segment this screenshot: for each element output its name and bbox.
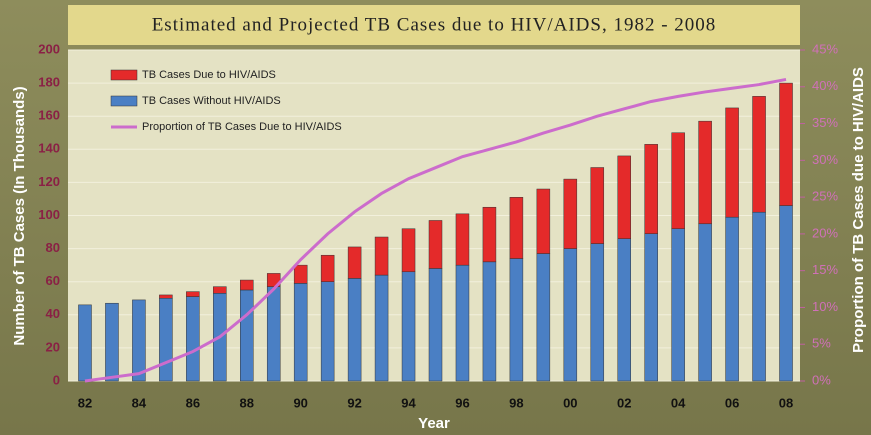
x-tick-label: 00 — [563, 395, 577, 410]
bar — [293, 283, 308, 382]
bar — [725, 107, 739, 218]
bar — [536, 188, 551, 254]
bar — [266, 286, 281, 382]
bar — [617, 155, 631, 239]
legend-label: TB Cases Due to HIV/AIDS — [142, 69, 276, 81]
bar — [752, 211, 766, 382]
x-tick-label: 04 — [671, 395, 686, 410]
bar — [563, 248, 578, 382]
bar — [482, 206, 497, 263]
bar — [186, 296, 200, 382]
x-tick-label: 88 — [240, 395, 254, 410]
y2-tick-label: 20% — [812, 225, 838, 240]
bar — [401, 228, 416, 273]
y-tick-label: 80 — [46, 240, 60, 255]
bar — [482, 261, 497, 382]
bar — [428, 220, 443, 269]
y-tick-label: 160 — [38, 108, 60, 123]
y2-tick-label: 10% — [812, 299, 838, 314]
x-tick-label: 82 — [78, 395, 92, 410]
bar — [374, 236, 389, 276]
x-tick-label: 92 — [347, 395, 361, 410]
bar — [671, 228, 685, 382]
bar — [159, 298, 173, 382]
y-axis-title: Number of TB Cases (In Thousands) — [11, 86, 28, 345]
x-tick-label: 06 — [725, 395, 739, 410]
y2-tick-label: 15% — [812, 262, 838, 277]
bar — [779, 205, 793, 382]
legend-label: Proportion of TB Cases Due to HIV/AIDS — [142, 121, 342, 133]
bar — [320, 254, 335, 282]
bar — [725, 216, 739, 382]
bar — [671, 132, 685, 229]
bar — [590, 167, 605, 244]
bar — [509, 197, 524, 259]
bar — [347, 278, 362, 382]
bar — [240, 279, 254, 291]
y2-tick-label: 5% — [812, 336, 831, 351]
y-tick-label: 40 — [46, 306, 60, 321]
y2-tick-label: 45% — [812, 41, 838, 56]
bar — [644, 144, 658, 234]
bar — [159, 294, 173, 299]
y-tick-label: 120 — [38, 174, 60, 189]
y-tick-label: 180 — [38, 75, 60, 90]
bar — [374, 274, 389, 382]
bar — [590, 243, 605, 382]
x-tick-label: 02 — [617, 395, 631, 410]
x-tick-label: 90 — [293, 395, 307, 410]
x-tick-label: 08 — [779, 395, 793, 410]
legend-swatch — [110, 69, 138, 81]
bar — [617, 238, 631, 382]
bar — [779, 82, 793, 206]
line — [84, 77, 787, 383]
y-tick-label: 20 — [46, 339, 60, 354]
y2-tick-label: 40% — [812, 78, 838, 93]
bar — [563, 178, 578, 249]
y2-tick-label: 30% — [812, 152, 838, 167]
x-axis-title: Year — [418, 415, 450, 432]
y-tick-label: 200 — [38, 41, 60, 56]
legend-swatch — [110, 95, 138, 107]
bar — [698, 223, 712, 382]
bar — [186, 291, 200, 297]
y2-axis-title: Proportion of TB Cases due to HIV/AIDS — [850, 67, 867, 353]
bar — [105, 302, 119, 382]
bar — [752, 96, 766, 213]
bar — [428, 268, 443, 382]
bar — [320, 281, 335, 382]
bar — [132, 299, 146, 382]
bar — [347, 246, 362, 279]
bar — [644, 233, 658, 382]
bar — [240, 289, 254, 382]
bar — [509, 258, 524, 382]
title-box — [68, 5, 800, 45]
bar — [455, 264, 470, 382]
bar — [698, 120, 712, 225]
bar — [455, 213, 470, 266]
legend-label: TB Cases Without HIV/AIDS — [142, 95, 281, 107]
y-tick-label: 60 — [46, 273, 60, 288]
y-tick-label: 0 — [53, 372, 60, 387]
y2-tick-label: 25% — [812, 189, 838, 204]
bar — [401, 271, 416, 382]
y-tick-label: 100 — [38, 207, 60, 222]
bar — [78, 304, 92, 382]
bar — [293, 264, 308, 284]
chart-title: Estimated and Projected TB Cases due to … — [152, 14, 717, 35]
x-tick-label: 96 — [455, 395, 469, 410]
x-tick-label: 98 — [509, 395, 523, 410]
bar — [213, 286, 227, 294]
y2-tick-label: 35% — [812, 115, 838, 130]
x-tick-label: 84 — [132, 395, 147, 410]
y-tick-label: 140 — [38, 141, 60, 156]
x-tick-label: 86 — [186, 395, 200, 410]
x-tick-label: 94 — [401, 395, 416, 410]
y2-tick-label: 0% — [812, 372, 831, 387]
bar — [536, 253, 551, 382]
